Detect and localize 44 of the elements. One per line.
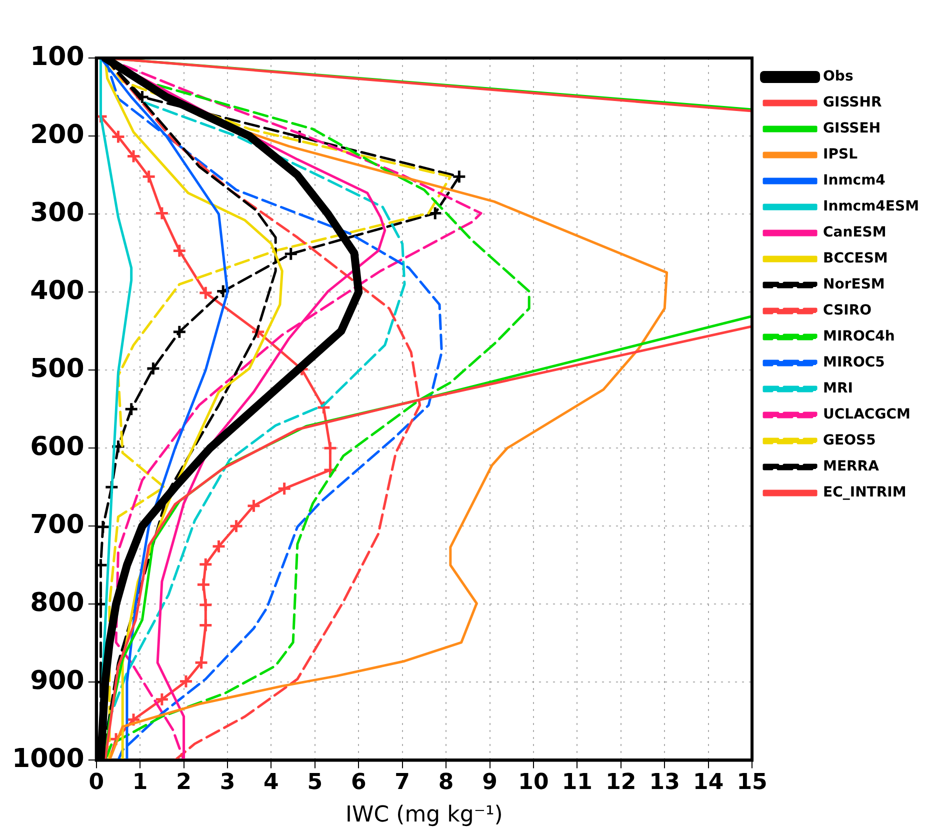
x-tick-label: 12: [606, 770, 636, 796]
legend-label: GISSHR: [823, 94, 882, 111]
y-tick-label: 900: [30, 666, 84, 696]
x-tick-label: 15: [736, 770, 768, 796]
y-tick-label: 200: [30, 120, 84, 150]
legend-label: GISSEH: [823, 120, 881, 137]
y-tick-label: 400: [30, 276, 84, 306]
legend-label: MIROC4h: [823, 328, 895, 345]
x-tick-label: 8: [438, 770, 454, 796]
legend-label: CSIRO: [823, 302, 872, 319]
legend-label: MERRA: [823, 458, 880, 475]
legend-label: IPSL: [823, 146, 858, 163]
legend-label: NorESM: [823, 276, 885, 293]
y-tick-label: 1000: [12, 744, 84, 774]
x-axis-title: IWC (mg kg⁻¹): [346, 802, 503, 828]
y-tick-label: 700: [30, 510, 84, 540]
legend-label: BCCESM: [823, 250, 888, 267]
y-tick-label: 500: [30, 354, 84, 384]
x-tick-label: 5: [307, 770, 323, 796]
x-tick-label: 3: [220, 770, 236, 796]
legend-label: Obs: [823, 68, 854, 85]
x-tick-label: 6: [350, 770, 366, 796]
x-tick-label: 9: [482, 770, 498, 796]
legend-label: Inmcm4ESM: [823, 198, 920, 215]
y-tick-label: 600: [30, 432, 84, 462]
legend-label: Inmcm4: [823, 172, 886, 189]
x-tick-label: 10: [518, 770, 549, 796]
legend-label: CanESM: [823, 224, 886, 241]
x-tick-label: 7: [394, 770, 410, 796]
x-tick-label: 4: [264, 770, 279, 796]
x-tick-label: 11: [562, 770, 592, 796]
legend-label: EC_INTRIM: [823, 484, 906, 501]
legend-label: MIROC5: [823, 354, 885, 371]
x-tick-label: 1: [132, 770, 148, 796]
x-tick-label: 0: [88, 770, 104, 796]
y-tick-label: 300: [30, 198, 84, 228]
x-tick-label: 13: [649, 770, 680, 796]
legend-label: GEOS5: [823, 432, 876, 449]
y-tick-label: 800: [30, 588, 84, 618]
x-tick-label: 14: [693, 770, 724, 796]
y-tick-label: 100: [30, 42, 84, 72]
legend-label: MRI: [823, 380, 853, 397]
x-tick-label: 2: [176, 770, 192, 796]
legend-label: UCLACGCM: [823, 406, 910, 423]
